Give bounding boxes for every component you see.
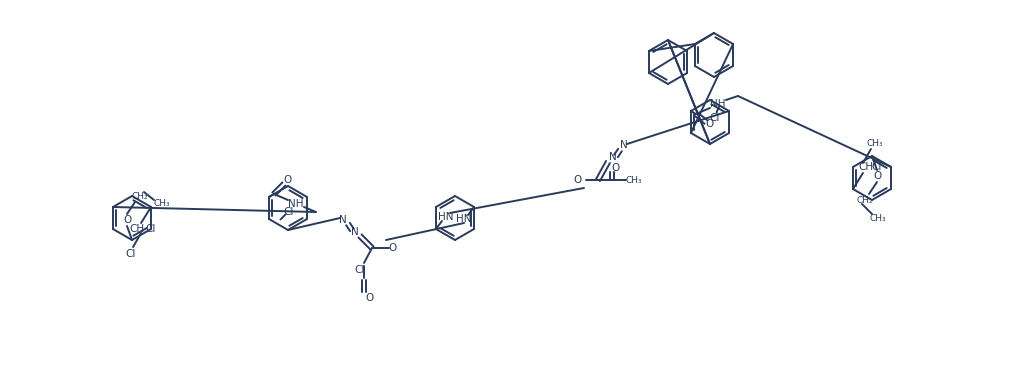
Text: O: O — [365, 293, 373, 303]
Text: N: N — [351, 227, 359, 237]
Text: Cl: Cl — [126, 249, 136, 259]
Text: O: O — [612, 163, 620, 173]
Text: CH: CH — [129, 224, 144, 234]
Text: Cl: Cl — [145, 224, 157, 234]
Text: O: O — [284, 175, 292, 185]
Text: NH: NH — [710, 99, 726, 109]
Text: Cl: Cl — [709, 112, 720, 122]
Text: Cl: Cl — [872, 162, 882, 172]
Text: CH₃: CH₃ — [154, 198, 170, 207]
Text: CH: CH — [858, 162, 874, 172]
Text: N: N — [339, 215, 347, 225]
Text: CH₃: CH₃ — [625, 175, 643, 184]
Text: Cl: Cl — [284, 207, 294, 217]
Text: CH₂: CH₂ — [131, 191, 148, 200]
Text: N: N — [620, 140, 627, 150]
Text: CH₃: CH₃ — [870, 213, 886, 223]
Text: O: O — [706, 119, 714, 129]
Text: Cl: Cl — [355, 265, 365, 275]
Text: CH₂: CH₂ — [856, 196, 874, 204]
Text: HN: HN — [457, 214, 472, 224]
Text: CH₃: CH₃ — [866, 138, 883, 148]
Text: O: O — [574, 175, 582, 185]
Text: O: O — [387, 243, 397, 253]
Text: O: O — [123, 215, 131, 225]
Text: HN: HN — [438, 212, 454, 222]
Text: NH: NH — [288, 199, 304, 209]
Text: N: N — [609, 152, 617, 162]
Text: O: O — [873, 171, 881, 181]
